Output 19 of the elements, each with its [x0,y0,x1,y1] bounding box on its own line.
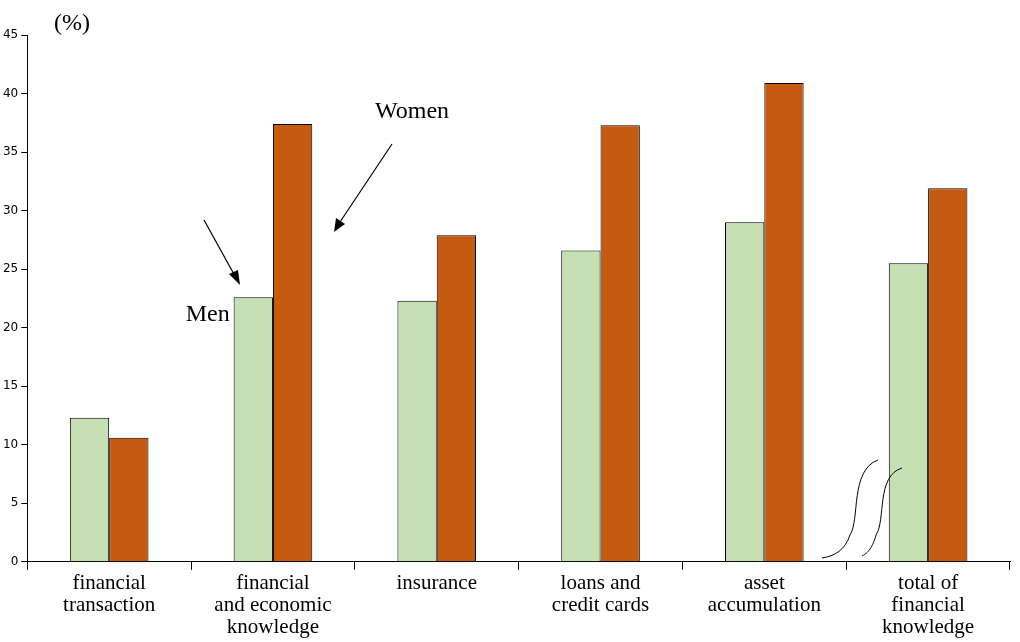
y-tick-label: 45 [2,27,19,42]
x-tick-label: total of financial knowledge [882,570,975,639]
y-axis-title: (%) [54,9,90,35]
y-tick-label: 25 [2,261,19,276]
x-tick-label: financial transaction [63,570,156,617]
y-tick-label: 30 [2,202,19,217]
text: Women [375,97,450,123]
y-tick-label: 0 [10,553,19,568]
y-tick-label: 10 [2,436,19,451]
y-tick-label: 20 [2,319,19,334]
x-tick-label: asset accumulation [707,570,822,617]
y-tick-label: 35 [2,144,19,159]
x-tick-label: insurance [396,570,477,595]
x-tick-label: financial and economic knowledge [214,570,332,639]
y-tick-label: 5 [10,495,19,510]
x-tick-label: loans and credit cards [551,570,650,617]
y-tick-label: 40 [2,85,19,100]
series-label: Men [185,300,230,327]
y-tick-label: 15 [2,378,19,393]
